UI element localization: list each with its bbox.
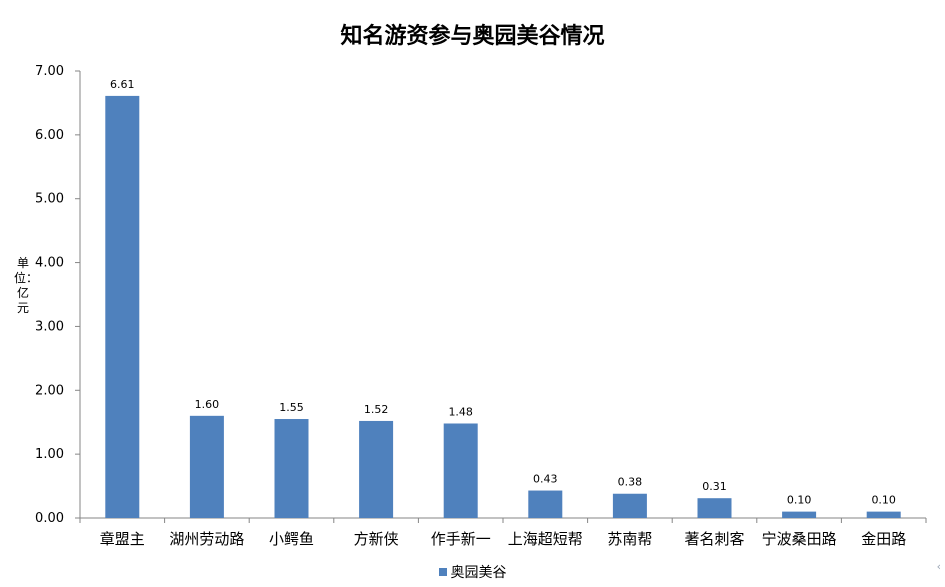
legend-label: 奥园美谷 [450, 565, 507, 581]
bar [697, 498, 732, 518]
y-axis-label: 单位：亿元 [14, 256, 39, 315]
x-tick-label: 章盟主 [100, 530, 145, 548]
bar [105, 95, 140, 518]
y-tick-label: 7.00 [35, 64, 64, 79]
bar [866, 511, 901, 518]
data-label: 1.48 [448, 405, 473, 418]
bar [528, 490, 563, 518]
data-label: 0.31 [702, 480, 727, 493]
data-label: 0.10 [787, 494, 812, 507]
data-label: 6.61 [110, 78, 135, 91]
y-tick-label: 0.00 [35, 511, 64, 526]
y-tick-label: 4.00 [35, 256, 64, 271]
x-tick-label: 小鳄鱼 [269, 530, 314, 548]
data-label: 1.55 [279, 401, 304, 414]
bar [782, 511, 817, 518]
x-tick-label: 湖州劳动路 [169, 530, 244, 548]
x-tick-label: 宁波桑田路 [762, 530, 837, 548]
x-tick-label: 方新侠 [354, 530, 399, 548]
y-tick-label: 5.00 [35, 192, 64, 207]
data-label: 1.60 [195, 398, 220, 411]
legend: 奥园美谷 [0, 562, 945, 582]
y-tick-label: 3.00 [35, 319, 64, 334]
y-tick-label: 1.00 [35, 447, 64, 462]
corner-arrow-icon: ‹ [936, 560, 941, 573]
bar [274, 419, 309, 518]
x-tick-label: 作手新一 [431, 530, 491, 548]
bar [359, 420, 394, 518]
y-tick-label: 2.00 [35, 383, 64, 398]
bar [189, 415, 224, 518]
x-tick-label: 金田路 [861, 530, 906, 548]
chart-title: 知名游资参与奥园美谷情况 [340, 23, 605, 49]
data-label: 0.43 [533, 473, 558, 486]
x-tick-label: 苏南帮 [607, 530, 652, 548]
legend-swatch [438, 568, 447, 576]
x-tick-label: 上海超短帮 [508, 530, 583, 548]
x-tick-label: 著名刺客 [684, 530, 744, 548]
bar [443, 423, 478, 518]
y-tick-label: 6.00 [35, 128, 64, 143]
data-label: 1.52 [364, 403, 389, 416]
data-label: 0.38 [618, 476, 643, 489]
bar [612, 493, 647, 518]
data-label: 0.10 [871, 494, 896, 507]
